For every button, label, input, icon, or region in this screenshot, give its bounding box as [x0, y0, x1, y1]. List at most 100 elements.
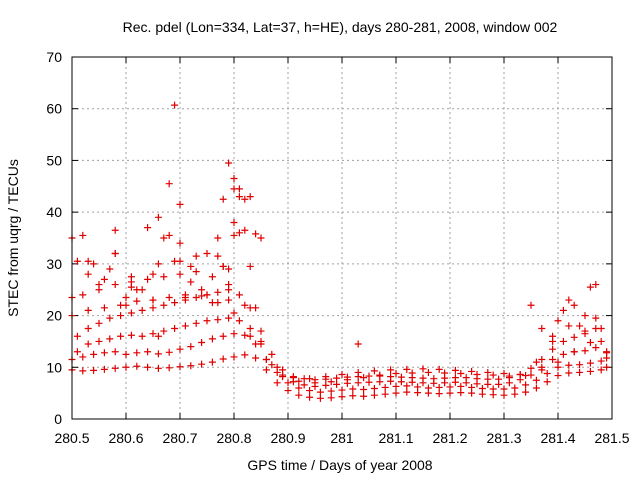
data-point: [235, 193, 243, 201]
data-point: [403, 365, 411, 373]
data-point: [354, 340, 362, 348]
data-point: [370, 384, 378, 392]
x-tick-label: 280.5: [54, 430, 89, 446]
data-point: [79, 231, 87, 239]
data-point: [208, 273, 216, 281]
data-point: [489, 385, 497, 393]
data-point: [230, 175, 238, 183]
data-point: [111, 348, 119, 356]
data-point: [117, 332, 125, 340]
data-point: [176, 270, 184, 278]
data-point: [511, 390, 519, 398]
data-point: [246, 325, 254, 332]
data-point: [262, 356, 270, 364]
data-point: [565, 361, 573, 369]
data-point: [90, 260, 98, 268]
y-axis-label: STEC from uqrg / TECUs: [5, 159, 21, 317]
data-point: [241, 331, 249, 339]
data-point: [592, 281, 600, 289]
data-point: [154, 260, 162, 268]
data-point: [187, 362, 195, 370]
data-point: [484, 368, 492, 376]
data-point: [171, 299, 179, 307]
data-point: [327, 387, 335, 395]
data-point: [592, 344, 600, 352]
data-point: [457, 369, 465, 377]
data-point: [252, 230, 260, 238]
data-point: [73, 257, 81, 265]
data-point: [144, 348, 152, 356]
data-point: [138, 332, 146, 340]
data-point: [230, 330, 238, 338]
data-point: [295, 377, 303, 385]
data-point: [95, 319, 103, 327]
data-point: [549, 356, 557, 364]
y-tick-label: 70: [46, 49, 62, 65]
data-point: [365, 378, 373, 386]
data-point: [100, 349, 108, 357]
data-point: [559, 337, 567, 345]
data-point: [160, 234, 168, 242]
data-point: [322, 373, 330, 381]
data-point: [84, 306, 92, 314]
data-point: [532, 384, 540, 392]
data-point: [252, 304, 260, 312]
data-point: [225, 296, 233, 304]
data-point: [246, 262, 254, 270]
data-point: [586, 359, 594, 367]
data-point: [327, 378, 335, 386]
data-point: [451, 374, 459, 382]
data-point: [468, 383, 476, 391]
y-tick-label: 30: [46, 256, 62, 272]
data-point: [500, 385, 508, 393]
data-point: [165, 293, 173, 301]
x-tick-label: 280.9: [270, 430, 305, 446]
data-point: [446, 389, 454, 397]
data-point: [581, 327, 589, 335]
data-points: [68, 101, 611, 402]
data-point: [489, 371, 497, 379]
data-point: [111, 250, 119, 258]
data-point: [565, 322, 573, 330]
data-point: [284, 387, 292, 395]
data-point: [106, 314, 114, 322]
data-point: [500, 369, 508, 377]
data-point: [273, 363, 281, 371]
data-point: [532, 358, 540, 366]
tick-labels: 280.5 280.6 280.7 280.8 280.9 281 281.1 281.2 28…: [46, 49, 629, 446]
data-point: [268, 350, 276, 358]
data-point: [468, 367, 476, 375]
data-point: [181, 293, 189, 301]
data-point: [522, 381, 530, 389]
data-point: [500, 391, 508, 399]
data-point: [230, 353, 238, 361]
data-point: [84, 257, 92, 265]
data-point: [79, 291, 87, 299]
data-point: [527, 301, 535, 309]
data-point: [565, 296, 573, 304]
data-point: [181, 322, 189, 330]
data-point: [187, 343, 195, 351]
data-point: [106, 265, 114, 273]
data-point: [603, 348, 611, 356]
data-point: [144, 363, 152, 371]
x-tick-label: 281.5: [594, 430, 629, 446]
data-point: [333, 380, 341, 388]
data-point: [360, 392, 368, 400]
data-point: [230, 231, 238, 239]
data-point: [203, 250, 211, 258]
y-tick-label: 20: [46, 308, 62, 324]
data-point: [381, 383, 389, 391]
data-point: [295, 384, 303, 392]
chart-title: Rec. pdel (Lon=334, Lat=37, h=HE), days …: [123, 19, 558, 35]
data-point: [262, 366, 270, 374]
data-point: [203, 291, 211, 299]
data-point: [198, 286, 206, 294]
data-point: [257, 337, 265, 345]
data-point: [100, 275, 108, 283]
data-point: [333, 374, 341, 382]
data-point: [208, 358, 216, 366]
data-point: [300, 381, 308, 389]
data-point: [127, 273, 135, 281]
data-point: [516, 371, 524, 379]
